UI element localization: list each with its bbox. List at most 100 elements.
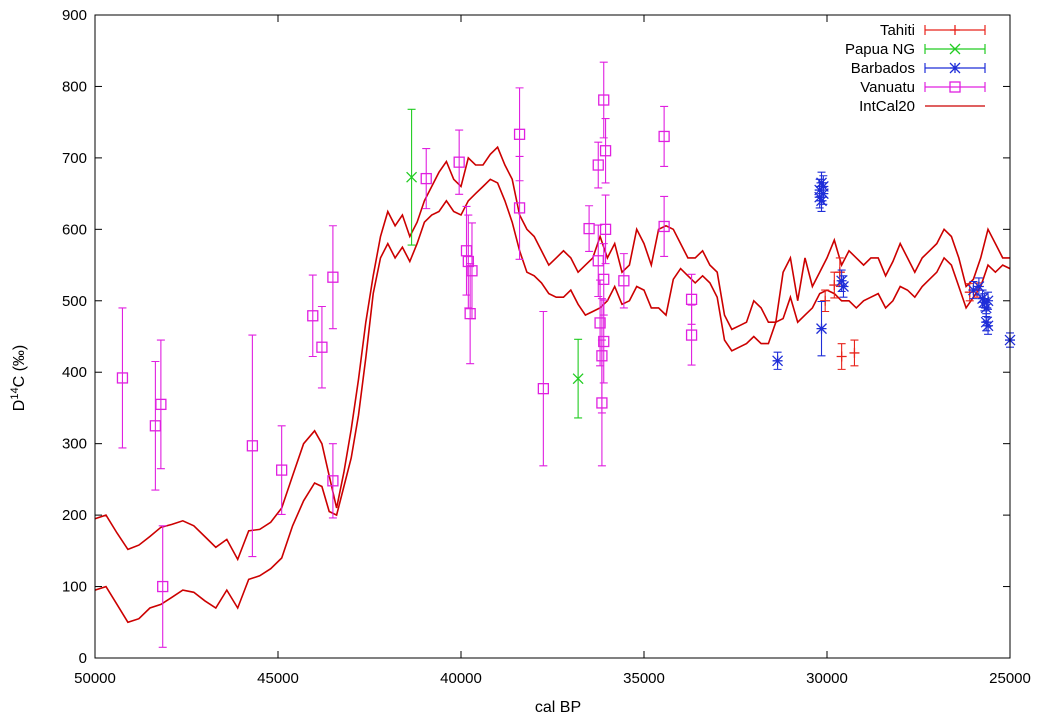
vanuatu-error-bar — [158, 525, 167, 648]
barbados-point — [980, 302, 992, 314]
x-tick-label: 35000 — [623, 670, 665, 687]
y-tick-label: 500 — [62, 293, 87, 310]
vanuatu-point — [596, 397, 608, 409]
vanuatu-point — [592, 159, 604, 171]
barbados-point — [838, 281, 849, 292]
barbados-point — [982, 320, 994, 332]
vanuatu-series — [116, 61, 698, 648]
tahiti-point — [836, 351, 847, 362]
vanuatu-point — [466, 265, 478, 277]
vanuatu-error-bar — [156, 339, 165, 470]
x-tick-label: 30000 — [806, 670, 848, 687]
papua-ng-point — [572, 373, 584, 385]
vanuatu-error-bar — [619, 253, 628, 309]
x-tick-label: 50000 — [74, 670, 116, 687]
vanuatu-error-bar — [601, 194, 610, 265]
vanuatu-point — [420, 172, 432, 185]
vanuatu-error-bar — [597, 339, 606, 467]
y-tick-label: 0 — [79, 650, 87, 667]
vanuatu-error-bar — [464, 214, 473, 309]
y-tick-label: 300 — [62, 436, 87, 453]
vanuatu-error-bar — [601, 118, 610, 184]
barbados-point — [982, 295, 994, 307]
vanuatu-error-bar — [328, 443, 337, 519]
vanuatu-point — [583, 222, 595, 235]
vanuatu-error-bar — [422, 148, 431, 210]
tahiti-series — [820, 257, 983, 370]
vanuatu-error-bar — [467, 222, 476, 320]
legend-marker-vanuatu — [949, 81, 961, 93]
vanuatu-error-bar — [462, 205, 471, 296]
data-points-layer — [116, 61, 1016, 648]
vanuatu-point — [464, 307, 476, 320]
vanuatu-point — [598, 335, 610, 348]
tahiti-point — [820, 295, 831, 306]
vanuatu-error-bar — [539, 310, 548, 467]
vanuatu-point — [327, 475, 339, 487]
x-tick-label: 25000 — [989, 670, 1031, 687]
vanuatu-point — [116, 372, 129, 384]
barbados-point — [977, 293, 989, 305]
vanuatu-point — [658, 220, 670, 233]
vanuatu-error-bar — [455, 129, 464, 195]
legend-label-intcal20: IntCal20 — [859, 98, 915, 115]
legend-marker-tahiti — [950, 25, 960, 35]
vanuatu-error-bar — [599, 299, 608, 384]
vanuatu-point — [453, 156, 465, 168]
vanuatu-error-bar — [277, 425, 286, 515]
barbados-point — [836, 275, 848, 287]
vanuatu-error-bar — [599, 61, 608, 139]
barbados-point — [817, 181, 829, 192]
vanuatu-point — [513, 202, 526, 214]
vanuatu-error-bar — [687, 304, 696, 366]
barbados-point — [973, 281, 985, 292]
vanuatu-point — [157, 580, 169, 593]
vanuatu-point — [599, 223, 612, 235]
legend-marker-barbados — [949, 62, 961, 74]
vanuatu-point — [598, 273, 610, 285]
y-tick-label: 400 — [62, 364, 87, 381]
vanuatu-point — [155, 398, 167, 411]
intcal20-upper-curve — [94, 145, 1010, 562]
vanuatu-point — [307, 310, 319, 322]
vanuatu-point — [685, 293, 698, 305]
vanuatu-point — [316, 341, 328, 353]
barbados-point — [980, 316, 992, 328]
vanuatu-point — [327, 271, 339, 283]
vanuatu-error-bar — [328, 225, 337, 330]
vanuatu-point — [537, 383, 549, 395]
plot-frame — [94, 14, 1011, 659]
vanuatu-error-bar — [596, 279, 605, 367]
vanuatu-point — [246, 440, 259, 452]
vanuatu-error-bar — [594, 224, 603, 298]
axis-ticks: 0 100 200 300 400 500 600 700 800 900 50000 45000 40… — [62, 7, 1031, 687]
legend-label-papua-ng: Papua NG — [845, 41, 915, 58]
legend-marker-papua-ng — [949, 43, 961, 55]
y-axis-label: D14C (‰) — [9, 345, 28, 411]
vanuatu-error-bar — [151, 360, 160, 491]
vanuatu-point — [598, 94, 610, 106]
barbados-point — [978, 296, 990, 308]
vanuatu-error-bar — [466, 263, 475, 365]
legend-label-vanuatu: Vanuatu — [860, 79, 915, 96]
y-tick-label: 700 — [62, 150, 87, 167]
vanuatu-point — [276, 464, 288, 476]
y-tick-label: 900 — [62, 7, 87, 24]
x-axis-label: cal BP — [535, 699, 581, 716]
barbados-point — [967, 284, 979, 296]
vanuatu-point — [658, 130, 670, 143]
legend: Tahiti Papua NG Barbados Vanuatu IntCal20 — [845, 22, 986, 115]
vanuatu-point — [513, 128, 526, 140]
barbados-point — [816, 323, 827, 335]
x-tick-label: 45000 — [257, 670, 299, 687]
barbados-point — [816, 195, 827, 207]
vanuatu-point — [599, 145, 612, 157]
vanuatu-point — [594, 317, 606, 329]
vanuatu-error-bar — [317, 305, 326, 389]
papua-ng-series — [406, 108, 584, 419]
vanuatu-point — [618, 275, 630, 287]
vanuatu-point — [462, 255, 474, 268]
y-tick-label: 200 — [62, 507, 87, 524]
vanuatu-error-bar — [308, 274, 317, 358]
intcal20-lower-curve — [94, 178, 1011, 624]
